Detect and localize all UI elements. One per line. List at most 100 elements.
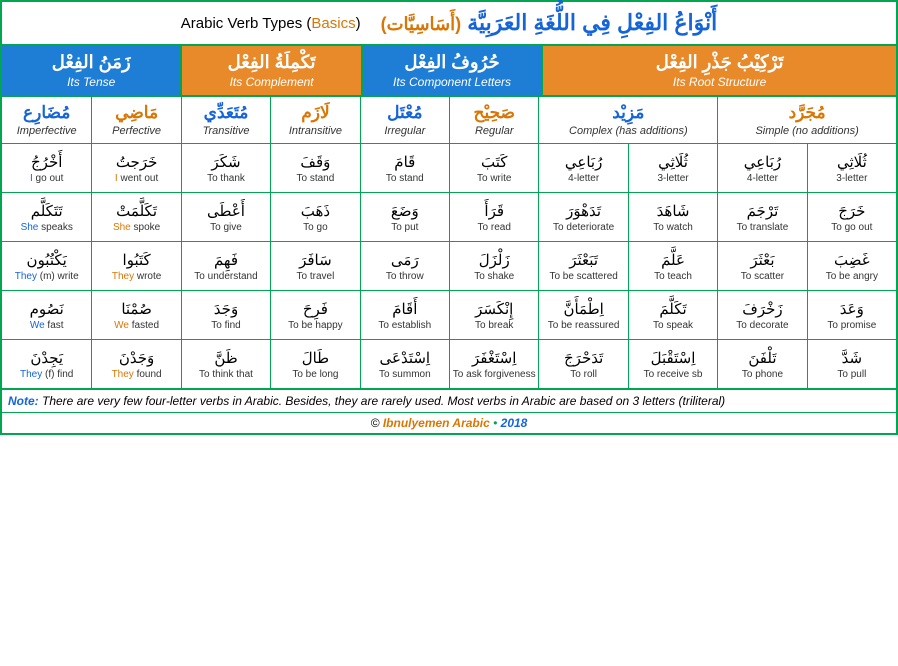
- cell-arabic: تَكَلَّمَتْ: [94, 202, 178, 220]
- cell-english: I went out: [94, 173, 178, 184]
- cell-english: To write: [452, 173, 536, 184]
- subcat-english: Perfective: [94, 125, 178, 137]
- data-cell: وَقَفَ To stand: [270, 144, 359, 192]
- cell-english: To deteriorate: [541, 222, 625, 233]
- cell-english: To promise: [810, 320, 894, 331]
- cell-arabic: شَكَرَ: [184, 153, 268, 171]
- data-cell: كَتَبَ To write: [449, 144, 538, 192]
- data-cell: تَبَعْثَرَTo be scattered: [538, 242, 627, 290]
- data-cell: تَدَحْرَجَTo roll: [538, 340, 627, 388]
- title-row: Arabic Verb Types (Basics) أَنْوَاعُ الف…: [2, 2, 896, 46]
- subcat-arabic: مُعْتَل: [363, 103, 447, 123]
- subcat-english: Intransitive: [273, 125, 357, 137]
- data-cell: طَالَTo be long: [270, 340, 359, 388]
- cell-arabic: رُبَاعِي: [720, 153, 804, 171]
- cell-arabic: رُبَاعِي: [541, 153, 625, 171]
- data-cell: تَدَهْوَرَ To deteriorate: [538, 193, 627, 241]
- cell-english: To shake: [452, 271, 536, 282]
- subcategory-row: مُضَارِع Imperfective مَاضِي Perfective مُتَ…: [2, 95, 896, 143]
- title-arabic-sub: (أَسَاسِيَّات): [381, 14, 462, 34]
- cell-arabic: اِطْمَأَنَّ: [541, 300, 625, 318]
- cell-arabic: وَقَفَ: [273, 153, 357, 171]
- data-cell: شَدَّTo pull: [807, 340, 896, 388]
- subcat-arabic: مُجَرَّد: [720, 103, 894, 123]
- cell-arabic: وَجَدَ: [184, 300, 268, 318]
- data-cell: ذَهَبَTo go: [270, 193, 359, 241]
- cell-english: 4-letter: [541, 173, 625, 184]
- cell-arabic: طَالَ: [273, 349, 357, 367]
- data-cell: شَكَرَTo thank: [181, 144, 270, 192]
- data-cell: إِنْكَسَرَTo break: [449, 291, 538, 339]
- cell-arabic: سَافَرَ: [273, 251, 357, 269]
- subcat-arabic: مَاضِي: [94, 103, 178, 123]
- subcategory-cell: مُجَرَّد Simple (no additions): [717, 97, 896, 143]
- subcategory-cell: مَاضِي Perfective: [91, 97, 180, 143]
- category-cell: حُرُوفُ الفِعْلIts Component Letters: [361, 46, 541, 95]
- cell-english: We fast: [4, 320, 89, 331]
- data-cell: كَتَبُواThey wrote: [91, 242, 180, 290]
- subcat-english: Imperfective: [4, 125, 89, 137]
- note-text: There are very few four-letter verbs in …: [39, 394, 726, 408]
- data-cell: ثُلَاثِي3-letter: [628, 144, 717, 192]
- subcat-english: Simple (no additions): [720, 125, 894, 137]
- footer-brand: Ibnulyemen Arabic: [383, 416, 490, 430]
- cell-english: They (f) find: [4, 369, 89, 380]
- data-row: تَتَكَلَّمShe speaksتَكَلَّمَتْShe spoke…: [2, 192, 896, 241]
- subcat-english: Complex (has additions): [541, 125, 715, 137]
- data-cell: خَرَجَTo go out: [807, 193, 896, 241]
- data-cell: وَضَعَTo put: [360, 193, 449, 241]
- cell-arabic: تَكَلَّمَ: [631, 300, 715, 318]
- cell-arabic: يَكْتُبُون: [4, 251, 89, 269]
- note-row: Note: There are very few four-letter ver…: [2, 388, 896, 412]
- title-prefix: Arabic Verb Types (: [181, 15, 312, 32]
- footer-year: 2018: [501, 416, 528, 430]
- data-cell: تَكَلَّمَتْShe spoke: [91, 193, 180, 241]
- cell-english: To stand: [273, 173, 357, 184]
- data-cell: تَكَلَّمَ To speak: [628, 291, 717, 339]
- cell-english: To be happy: [273, 320, 357, 331]
- cell-arabic: فَهِمَ: [184, 251, 268, 269]
- cell-arabic: ثُلَاثِي: [631, 153, 715, 171]
- cell-english: To decorate: [720, 320, 804, 331]
- cell-english: To speak: [631, 320, 715, 331]
- subcat-english: Irregular: [363, 125, 447, 137]
- title-english: Arabic Verb Types (Basics): [181, 15, 361, 32]
- cell-english: They found: [94, 369, 178, 380]
- subcat-english: Transitive: [184, 125, 268, 137]
- cell-arabic: صُمْنَا: [94, 300, 178, 318]
- subcat-arabic: لَازَم: [273, 103, 357, 123]
- data-cell: تَلْفَنَTo phone: [717, 340, 806, 388]
- subcat-arabic: مُضَارِع: [4, 103, 89, 123]
- cell-english: She speaks: [4, 222, 89, 233]
- cell-english: To go: [273, 222, 357, 233]
- cell-english: To understand: [184, 271, 268, 282]
- cell-arabic: وَجَدْنَ: [94, 349, 178, 367]
- data-cell: فَرِحَTo be happy: [270, 291, 359, 339]
- cell-english: To scatter: [720, 271, 804, 282]
- data-cell: رَمَىTo throw: [360, 242, 449, 290]
- subcategory-cell: مُضَارِع Imperfective: [2, 97, 91, 143]
- cell-arabic: كَتَبَ: [452, 153, 536, 171]
- cell-arabic: كَتَبُوا: [94, 251, 178, 269]
- data-cell: اِطْمَأَنَّTo be reassured: [538, 291, 627, 339]
- cell-arabic: يَجِدْنَ: [4, 349, 89, 367]
- cell-arabic: تَلْفَنَ: [720, 349, 804, 367]
- cell-arabic: عَلَّمَ: [631, 251, 715, 269]
- cell-english: To summon: [363, 369, 447, 380]
- subcat-arabic: مُتَعَدِّي: [184, 103, 268, 123]
- data-cell: أَخْرُجُI go out: [2, 144, 91, 192]
- cell-english: To watch: [631, 222, 715, 233]
- category-row: زَمَنُ الفِعْلIts Tenseتَكْمِلَةُ الفِعْ…: [2, 46, 896, 95]
- cell-english: They (m) write: [4, 271, 89, 282]
- cell-arabic: بَعْثَرَ: [720, 251, 804, 269]
- footer-bullet: •: [493, 416, 497, 430]
- data-row: نَصُومWe fastصُمْنَاWe fastedوَجَدَTo fi…: [2, 290, 896, 339]
- cell-arabic: زَلْزَلَ: [452, 251, 536, 269]
- data-cell: زَلْزَلَ To shake: [449, 242, 538, 290]
- cell-arabic: تَرْجَمَ: [720, 202, 804, 220]
- cell-arabic: تَدَهْوَرَ: [541, 202, 625, 220]
- data-cell: اِسْتَدْعَىTo summon: [360, 340, 449, 388]
- cell-arabic: تَدَحْرَجَ: [541, 349, 625, 367]
- category-cell: تَرْكِيْبُ جَذْرِ الفِعْلIts Root Struct…: [541, 46, 896, 95]
- data-cell: زَخْرَفَTo decorate: [717, 291, 806, 339]
